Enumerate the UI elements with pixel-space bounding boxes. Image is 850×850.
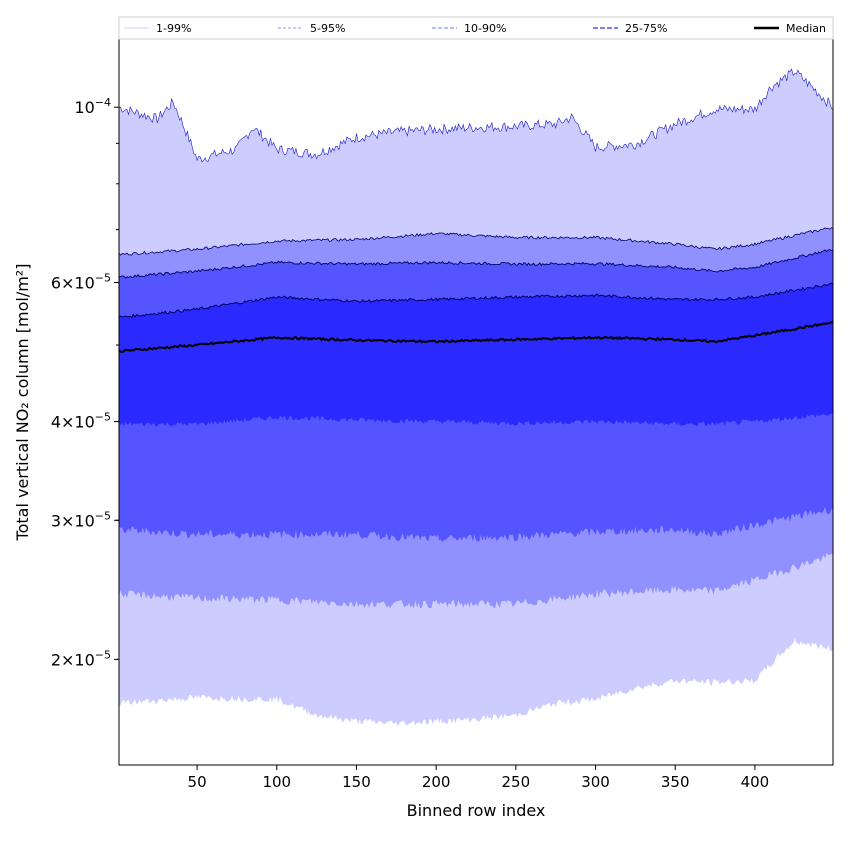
line-median xyxy=(118,320,834,354)
y-tick-label: 4×10−5 xyxy=(51,411,111,432)
y-tick-label: 3×10−5 xyxy=(51,509,111,530)
y-ticks: 10−4 6×10−5 4×10−5 3×10−5 2×10−5 xyxy=(51,96,119,669)
line-p90 xyxy=(118,249,834,279)
legend-label: Median xyxy=(786,22,826,35)
y-tick-label: 6×10−5 xyxy=(51,271,111,292)
x-tick-label: 100 xyxy=(262,773,291,791)
line-p75 xyxy=(118,282,834,318)
band-25-75 xyxy=(119,283,833,427)
bands xyxy=(119,69,833,727)
line-p95 xyxy=(118,227,834,256)
x-tick-label: 350 xyxy=(661,773,690,791)
legend-label: 25-75% xyxy=(625,22,667,35)
y-tick-label: 2×10−5 xyxy=(51,648,111,669)
y-axis-label: Total vertical NO₂ column [mol/m²] xyxy=(13,264,32,542)
x-tick-label: 200 xyxy=(422,773,451,791)
line-p99 xyxy=(118,68,834,163)
y-tick-label: 10−4 xyxy=(74,96,111,117)
legend-frame xyxy=(118,16,834,40)
x-ticks: 50 100 150 200 250 300 350 400 xyxy=(188,765,770,791)
x-tick-label: 150 xyxy=(342,773,371,791)
x-axis-label: Binned row index xyxy=(407,801,546,820)
x-tick-label: 250 xyxy=(502,773,531,791)
x-tick-label: 50 xyxy=(188,773,207,791)
percentile-lines xyxy=(118,68,834,354)
legend-label: 5-95% xyxy=(310,22,345,35)
legend: 1-99% 5-95% 10-90% 25-75% Median xyxy=(118,16,834,40)
x-tick-label: 300 xyxy=(581,773,610,791)
legend-label: 10-90% xyxy=(464,22,506,35)
legend-label: 1-99% xyxy=(156,22,191,35)
x-tick-label: 400 xyxy=(741,773,770,791)
